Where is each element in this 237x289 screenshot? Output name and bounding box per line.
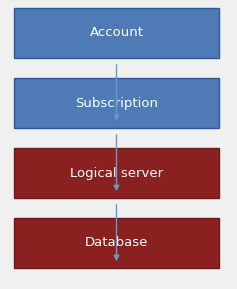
FancyBboxPatch shape <box>14 78 219 128</box>
FancyBboxPatch shape <box>14 218 219 268</box>
Text: Subscription: Subscription <box>75 97 158 110</box>
Text: Account: Account <box>90 27 143 40</box>
FancyBboxPatch shape <box>14 8 219 58</box>
Text: Logical server: Logical server <box>70 166 163 179</box>
FancyBboxPatch shape <box>14 148 219 198</box>
Text: Database: Database <box>85 236 148 249</box>
